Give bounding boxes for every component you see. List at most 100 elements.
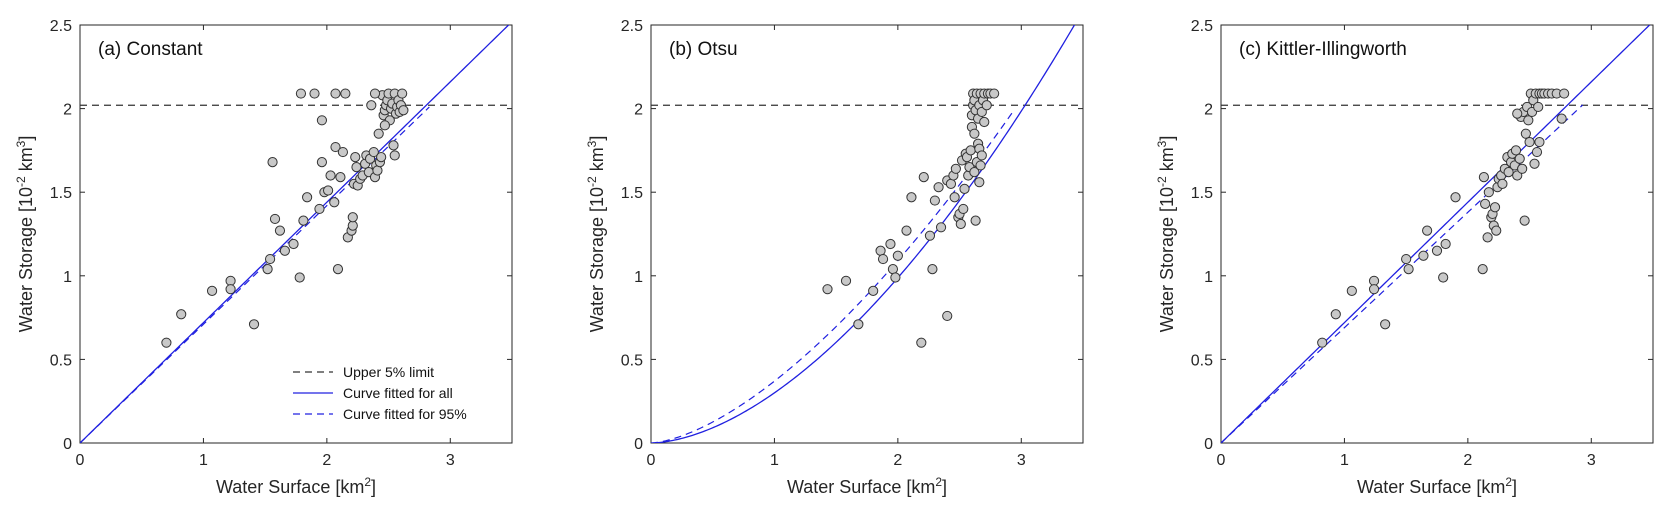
data-point [1477, 264, 1488, 275]
data-point [347, 212, 358, 223]
y-axis-label-sup2: 3 [1155, 140, 1169, 147]
x-axis-label-end: ] [942, 477, 947, 497]
chart-title: (c) Kittler-Illingworth [1239, 39, 1407, 60]
y-tick-label: 2 [634, 102, 643, 119]
y-tick-label: 1 [1204, 269, 1213, 286]
y-axis-label-end: ] [1157, 136, 1177, 141]
x-tick-label: 3 [1587, 452, 1596, 469]
x-tick-label: 3 [1017, 452, 1026, 469]
data-point [1330, 309, 1341, 320]
data-point [976, 150, 987, 161]
data-point [892, 250, 903, 261]
data-point [875, 245, 886, 256]
data-point [981, 100, 992, 111]
scatter-points [822, 88, 1000, 348]
fit-all-curve [1221, 25, 1651, 443]
plot-frame [1220, 24, 1654, 444]
y-tick-label: 1.5 [621, 185, 643, 202]
data-point [927, 264, 938, 275]
y-tick-label: 0 [1204, 436, 1213, 453]
data-point [325, 170, 336, 181]
y-tick-label: 0 [634, 436, 643, 453]
chart-panel-3: 0 1 2 3 0 0.5 1 1.5 2 2.5 (c) Kittler-Illingworth W… [1155, 18, 1654, 497]
data-point [970, 215, 981, 226]
data-point [369, 88, 381, 99]
y-axis-label-main: Water Storage [10 [16, 187, 36, 332]
x-tick-label: 1 [1340, 452, 1349, 469]
data-point [1556, 113, 1567, 124]
data-point [1480, 198, 1491, 210]
data-point [989, 88, 1000, 99]
y-axis-label-sup: -2 [1155, 176, 1169, 187]
data-point [887, 264, 899, 275]
fit-all-curve [651, 25, 1076, 443]
y-axis-label-sup: -2 [14, 176, 28, 187]
y-axis-label: Water Storage [10-2 km3] [1155, 136, 1177, 333]
data-point [1450, 192, 1461, 203]
plot-frame [79, 24, 513, 444]
data-point [376, 151, 387, 163]
data-point [906, 192, 917, 203]
y-axis-label-unit: km [1157, 147, 1177, 176]
x-axis-label-sup: 2 [935, 475, 942, 489]
y-tick-label: 1.5 [1191, 185, 1213, 202]
data-point [372, 165, 383, 176]
fit-95-curve [1221, 104, 1584, 443]
data-point [959, 183, 970, 194]
data-point [1478, 172, 1490, 183]
legend: Upper 5% limit Curve fitted for all Curve … [293, 364, 467, 422]
data-point [935, 222, 947, 233]
data-point [1491, 225, 1502, 236]
y-axis-label-unit: km [587, 147, 607, 176]
data-point [309, 88, 320, 99]
chart-title: (a) Constant [98, 39, 203, 60]
y-axis-label-main: Water Storage [10 [1157, 187, 1177, 332]
data-point [950, 163, 961, 174]
data-point [1482, 232, 1493, 243]
y-tick-label: 2.5 [1191, 18, 1213, 35]
data-point [885, 238, 896, 250]
data-point [347, 220, 358, 231]
data-point [916, 337, 927, 348]
data-point [295, 88, 307, 99]
data-point [248, 319, 260, 330]
data-point [161, 337, 172, 348]
x-tick-label: 2 [1463, 452, 1472, 469]
x-tick-label: 0 [1217, 452, 1226, 469]
data-point [332, 264, 344, 275]
data-point [1520, 128, 1531, 139]
data-point [351, 162, 362, 173]
data-point [288, 238, 299, 250]
y-axis-label-sup2: 3 [14, 140, 28, 147]
data-point [350, 151, 361, 163]
data-point [1497, 178, 1508, 189]
data-point [330, 88, 341, 99]
data-point [958, 203, 969, 215]
data-point [1533, 101, 1544, 113]
x-axis-label-end: ] [371, 477, 376, 497]
data-point [330, 141, 341, 153]
data-point [302, 192, 313, 203]
data-point [1531, 146, 1543, 158]
y-tick-label: 2.5 [50, 18, 72, 35]
data-point [1422, 225, 1433, 236]
data-point [262, 264, 273, 275]
data-point [969, 128, 980, 139]
y-tick-label: 0 [63, 436, 72, 453]
x-tick-label: 0 [647, 452, 656, 469]
chart-panel-2: 0 1 2 3 0 0.5 1 1.5 2 2.5 (b) Otsu Water Surface [k… [585, 18, 1084, 497]
y-axis-label-main: Water Storage [10 [587, 187, 607, 332]
data-point [1512, 170, 1523, 181]
data-point [974, 177, 985, 188]
y-tick-label: 2.5 [621, 18, 643, 35]
data-point [1503, 167, 1514, 178]
data-point [322, 185, 334, 196]
fit-all-curve [80, 25, 510, 443]
data-point [337, 146, 349, 158]
legend-label: Curve fitted for all [343, 385, 453, 401]
data-point [274, 225, 286, 236]
data-point [877, 253, 889, 265]
data-point [373, 128, 384, 139]
